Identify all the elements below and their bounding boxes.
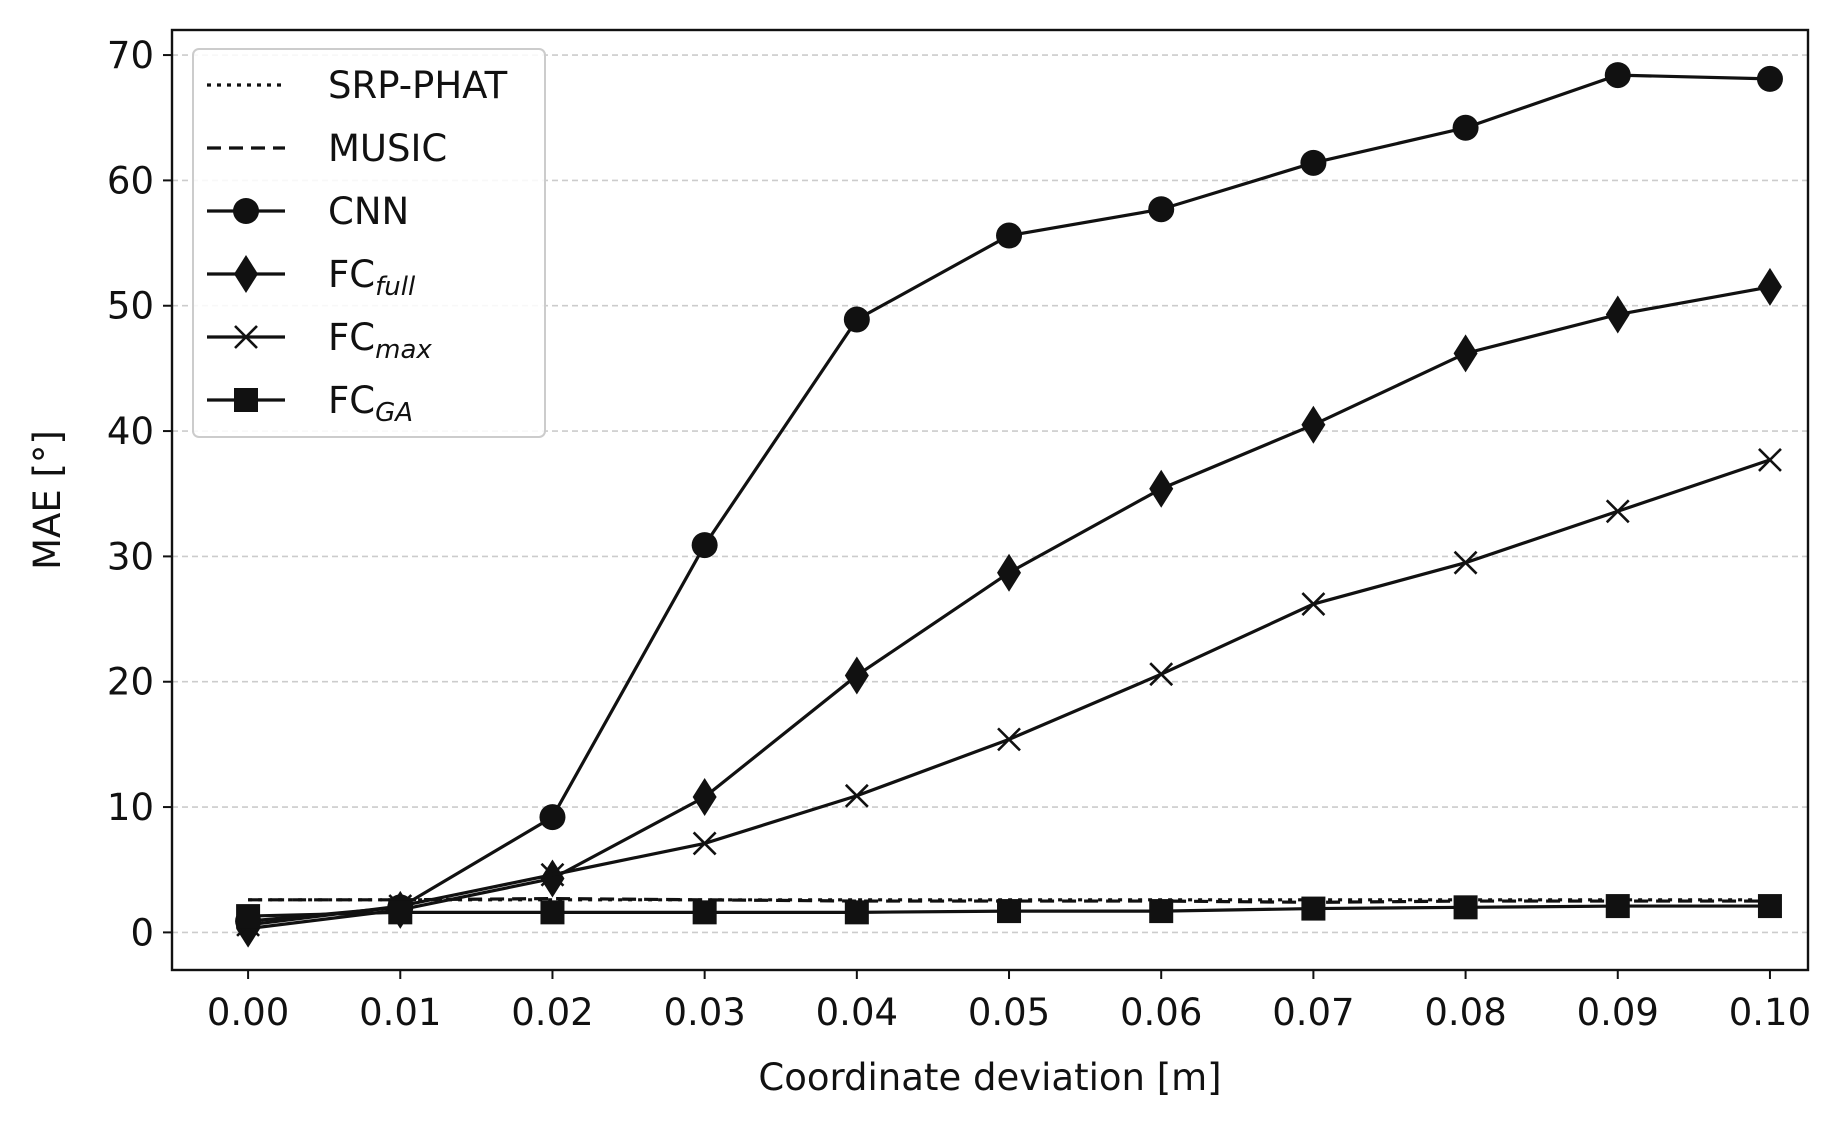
data-point-cnn	[539, 804, 566, 831]
x-tick-label: 0.04	[816, 991, 898, 1034]
legend-label: FCGA	[328, 379, 413, 428]
data-point-cnn	[1604, 62, 1631, 89]
data-point-fcfull	[1757, 267, 1782, 306]
data-point-cnn	[996, 222, 1023, 249]
x-tick-label: 0.03	[663, 991, 745, 1034]
series-fcga	[236, 894, 1782, 929]
x-tick-label: 0.07	[1272, 991, 1354, 1034]
data-point-fcfull	[997, 553, 1022, 592]
data-point-fcga	[236, 904, 261, 929]
data-point-fcfull	[692, 778, 717, 817]
x-tick-label: 0.06	[1120, 991, 1202, 1034]
data-point-fcga	[997, 899, 1022, 924]
x-tick-label: 0.01	[359, 991, 441, 1034]
y-tick-label: 30	[107, 535, 154, 578]
legend-item-cnn: CNN	[207, 190, 409, 233]
data-point-cnn	[843, 306, 870, 333]
data-point-fcfull	[1453, 334, 1478, 373]
data-point-fcmax	[692, 831, 717, 856]
legend-item-fcfull: FCfull	[207, 253, 416, 302]
data-point-fcga	[1301, 896, 1326, 921]
series-lines	[235, 62, 1783, 948]
legend-label: FCfull	[328, 253, 416, 302]
y-tick-label: 10	[107, 786, 154, 829]
legend: SRP-PHAT MUSIC CNN FCfull FCmax FCGA	[192, 48, 546, 438]
data-point-fcmax	[1758, 447, 1782, 472]
y-axis-label: MAE [°]	[26, 430, 69, 570]
data-point-fcmax	[1301, 592, 1326, 616]
data-point-fcga	[1757, 894, 1782, 919]
data-point-fcmax	[540, 862, 565, 887]
y-tick-label: 40	[107, 410, 154, 453]
legend-label: SRP-PHAT	[328, 64, 508, 107]
legend-item-music: MUSIC	[207, 127, 447, 170]
data-point-fcfull	[1149, 469, 1174, 508]
legend-marker	[234, 255, 258, 293]
legend-item-fcmax: FCmax	[207, 316, 432, 365]
data-point-fcmax	[1605, 499, 1630, 524]
x-tick-label: 0.00	[207, 991, 289, 1034]
legend-label: MUSIC	[328, 127, 447, 170]
x-tick-label: 0.02	[511, 991, 593, 1034]
data-point-fcfull	[1605, 295, 1630, 334]
x-tick-label: 0.10	[1729, 991, 1811, 1034]
legend-label: FCmax	[328, 316, 432, 365]
plot-frame	[170, 28, 1810, 972]
series-fcmax	[236, 447, 1782, 937]
y-tick-label: 50	[107, 285, 154, 328]
legend-box	[192, 48, 546, 438]
legend-marker	[233, 198, 259, 224]
data-point-fcga	[1453, 895, 1478, 920]
y-tick-label: 60	[107, 159, 154, 202]
data-point-fcga	[388, 900, 413, 925]
data-point-cnn	[1756, 65, 1783, 92]
legend-label: CNN	[328, 190, 409, 233]
data-point-cnn	[691, 532, 718, 559]
legend-marker	[234, 388, 258, 412]
data-point-fcmax	[997, 727, 1021, 752]
legend-item-fcga: FCGA	[207, 379, 413, 428]
x-tick-label: 0.09	[1577, 991, 1659, 1034]
data-point-fcfull	[1301, 405, 1326, 444]
data-point-cnn	[1300, 149, 1327, 176]
data-point-fcmax	[1453, 550, 1478, 575]
data-point-cnn	[1148, 196, 1175, 223]
data-point-fcga	[540, 900, 565, 925]
x-tick-label: 0.05	[968, 991, 1050, 1034]
data-point-fcmax	[1149, 662, 1174, 687]
data-point-fcmax	[844, 783, 869, 808]
data-point-fcga	[1605, 894, 1630, 919]
y-axis: 0 10 20 30 40 50 60 70	[107, 34, 172, 954]
data-point-fcga	[692, 900, 717, 925]
x-axis-label: Coordinate deviation [m]	[758, 1056, 1221, 1099]
data-point-cnn	[1452, 114, 1479, 141]
y-tick-label: 70	[107, 34, 154, 77]
data-point-fcga	[844, 900, 869, 925]
legend-marker	[234, 325, 258, 349]
x-axis: 0.00 0.01 0.02 0.03 0.04 0.05 0.06 0.07 0.08 0.09…	[207, 970, 1811, 1034]
legend-item-srp-phat: SRP-PHAT	[207, 64, 508, 107]
series-line-fcmax	[247, 458, 1771, 927]
y-tick-label: 20	[107, 661, 154, 704]
x-tick-label: 0.08	[1424, 991, 1506, 1034]
y-tick-label: 0	[130, 911, 154, 954]
data-point-fcga	[1149, 899, 1174, 924]
data-point-fcfull	[844, 656, 869, 695]
